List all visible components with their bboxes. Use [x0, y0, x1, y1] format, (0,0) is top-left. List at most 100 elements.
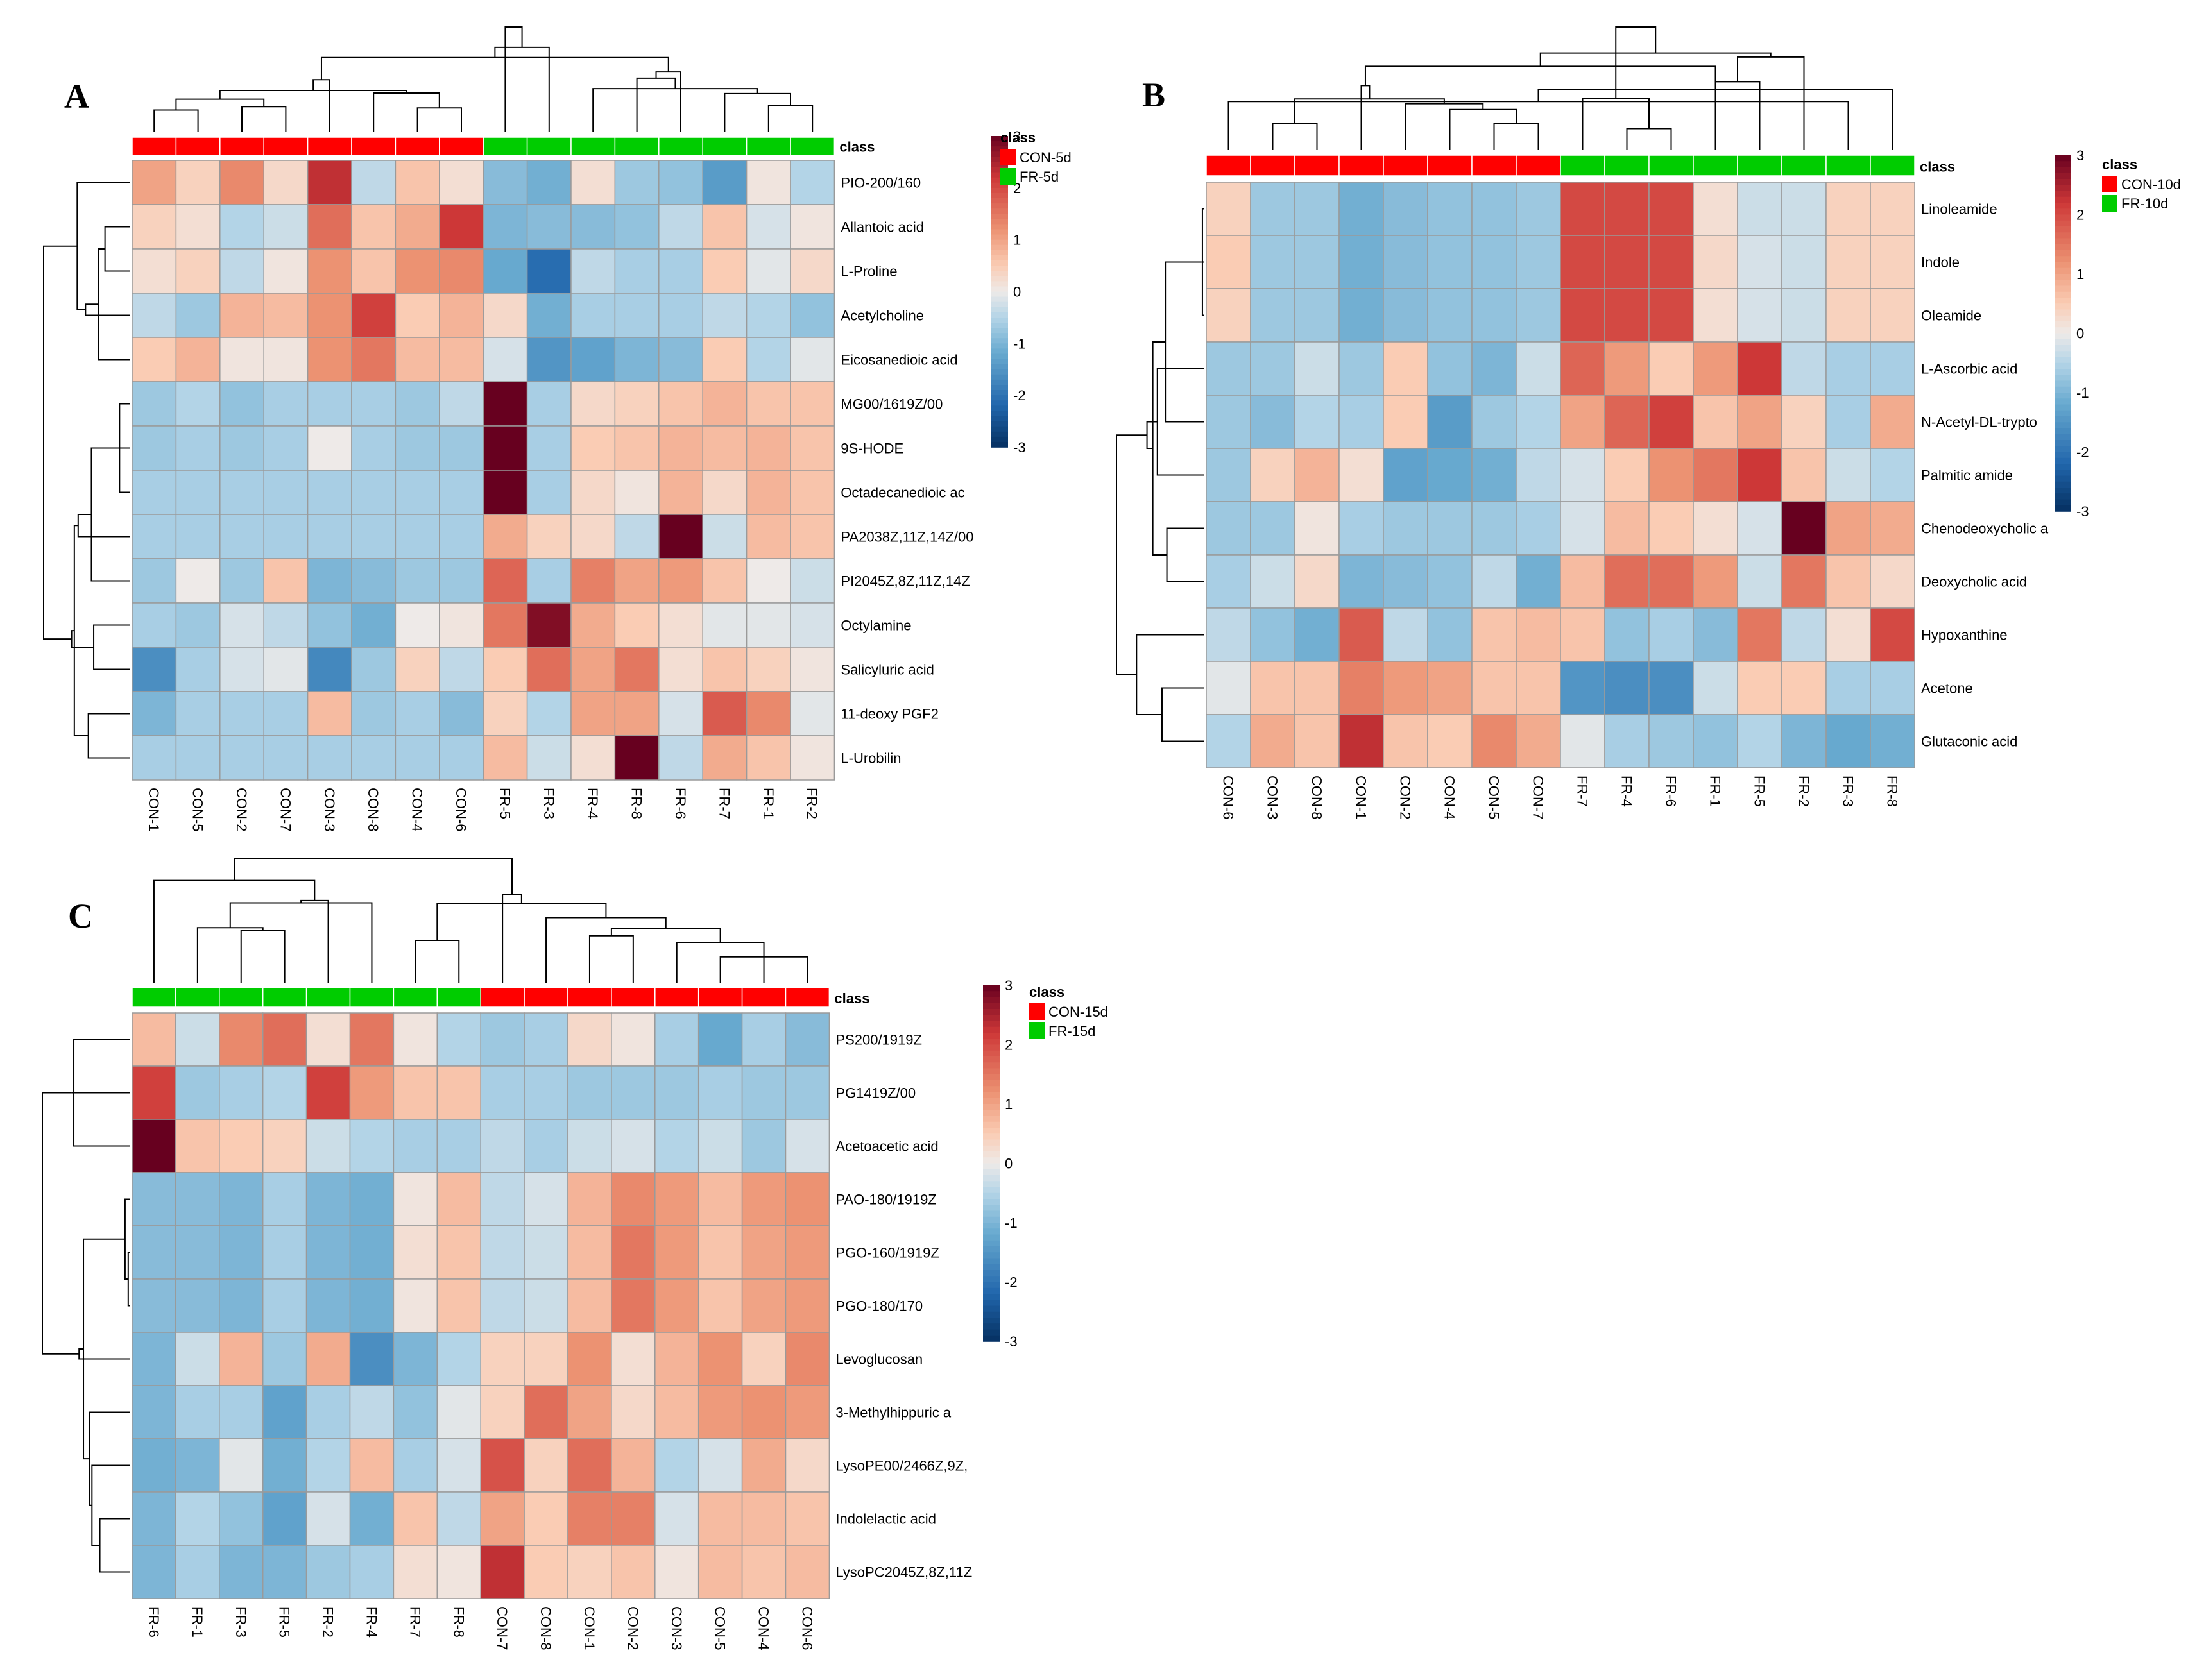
heatmap-cell	[790, 337, 835, 382]
heatmap-cell	[658, 558, 703, 604]
column-label: FR-7	[716, 788, 732, 819]
color-scale-bar-segment	[983, 1318, 1000, 1325]
row-label: PIO-200/160	[841, 175, 921, 191]
heatmap-cell	[351, 647, 397, 692]
heatmap-cell	[741, 1491, 787, 1546]
color-scale-bar-segment	[2055, 226, 2071, 233]
color-scale-bar-segment	[983, 1294, 1000, 1301]
color-scale-bar-segment	[2055, 303, 2071, 310]
heatmap-cell	[439, 425, 484, 471]
class-row-label: class	[834, 990, 869, 1006]
row-label: L-Urobilin	[841, 751, 901, 767]
heatmap-cell	[262, 1438, 307, 1493]
heatmap-cell	[1870, 607, 1915, 662]
heatmap-cell	[702, 381, 748, 427]
heatmap-cell	[305, 1172, 351, 1226]
heatmap-cell	[1825, 448, 1871, 502]
heatmap-cell	[175, 691, 221, 736]
heatmap-cell	[1250, 448, 1295, 502]
color-scale-bar-segment	[2055, 155, 2071, 162]
legend-label: FR-15d	[1048, 1023, 1095, 1039]
heatmap-cell	[611, 1385, 656, 1439]
heatmap-cell	[1516, 341, 1561, 396]
color-scale-tick: 2	[2076, 207, 2084, 223]
heatmap-cell	[483, 425, 528, 471]
heatmap-cell	[697, 1278, 743, 1333]
heatmap-cell	[1737, 395, 1782, 449]
heatmap-cell	[702, 735, 748, 781]
heatmap-cell	[351, 204, 397, 250]
heatmap-cell	[790, 558, 835, 604]
heatmap-cell	[1471, 182, 1517, 236]
heatmap-cell	[1781, 554, 1827, 609]
heatmap-cell	[1693, 607, 1738, 662]
heatmap-cell	[263, 160, 309, 205]
heatmap-cell	[790, 647, 835, 692]
heatmap-cell	[1294, 714, 1340, 768]
row-label: Acetylcholine	[841, 308, 924, 324]
heatmap-cell	[436, 1385, 481, 1439]
heatmap-cell	[1206, 395, 1251, 449]
heatmap-cell	[658, 602, 703, 648]
heatmap-cell	[351, 248, 397, 294]
row-dendrogram-branch	[87, 713, 130, 759]
column-dendrogram-branch	[655, 71, 681, 132]
heatmap-cell	[1560, 554, 1605, 609]
heatmap-cell	[526, 248, 572, 294]
heatmap-cell	[1781, 448, 1827, 502]
heatmap-cell	[614, 160, 660, 205]
color-scale-bar-segment	[983, 1335, 1000, 1342]
heatmap-cell	[524, 1491, 568, 1546]
color-scale-bar-segment	[991, 281, 1008, 287]
heatmap-cell	[1206, 235, 1251, 289]
color-scale-bar-segment	[983, 1329, 1000, 1336]
heatmap-cell	[526, 425, 572, 471]
heatmap-cell	[393, 1438, 438, 1493]
class-annotation-cell	[132, 987, 176, 1008]
color-scale-bar-segment	[2055, 499, 2071, 506]
color-scale-bar-segment	[2055, 267, 2071, 275]
heatmap-cell	[395, 204, 440, 250]
heatmap-cell	[351, 735, 397, 781]
heatmap-cell	[614, 647, 660, 692]
heatmap-cell	[307, 647, 352, 692]
heatmap-cell	[132, 1278, 176, 1333]
heatmap-cell	[614, 204, 660, 250]
color-scale-bar-segment	[991, 364, 1008, 370]
heatmap-cell	[263, 691, 309, 736]
color-scale-tick: -1	[1013, 335, 1026, 352]
heatmap-cell	[1693, 714, 1738, 768]
color-scale-bar-segment	[983, 1234, 1000, 1241]
color-scale-bar-segment	[2055, 428, 2071, 435]
heatmap-cell	[351, 293, 397, 338]
heatmap-cell	[439, 735, 484, 781]
heatmap-cell	[702, 160, 748, 205]
heatmap-cell	[1516, 607, 1561, 662]
heatmap-cell	[262, 1278, 307, 1333]
heatmap-cell	[697, 1172, 743, 1226]
row-dendrogram-branch	[97, 248, 130, 361]
heatmap-cell	[524, 1172, 568, 1226]
heatmap-cell	[393, 1225, 438, 1280]
heatmap-cell	[1338, 288, 1384, 343]
heatmap-cell	[262, 1119, 307, 1173]
heatmap-cell	[658, 337, 703, 382]
color-scale-bar-segment	[2055, 315, 2071, 322]
heatmap-cell	[395, 293, 440, 338]
heatmap-cell	[307, 558, 352, 604]
color-scale-tick: 0	[2076, 326, 2084, 342]
heatmap-cell	[570, 425, 616, 471]
color-scale-bar-segment	[991, 141, 1008, 147]
heatmap-cell	[219, 1225, 264, 1280]
heatmap-cell	[263, 735, 309, 781]
heatmap-cell	[702, 470, 748, 515]
color-scale-tick: 1	[1013, 232, 1021, 248]
row-label: Acetone	[1921, 681, 1973, 697]
color-scale-bar-segment	[991, 208, 1008, 215]
column-label: FR-2	[1796, 776, 1812, 807]
heatmap-cell	[1427, 448, 1473, 502]
class-annotation-cell	[483, 137, 528, 156]
column-label: FR-4	[363, 1606, 379, 1638]
heatmap-cell	[746, 381, 791, 427]
